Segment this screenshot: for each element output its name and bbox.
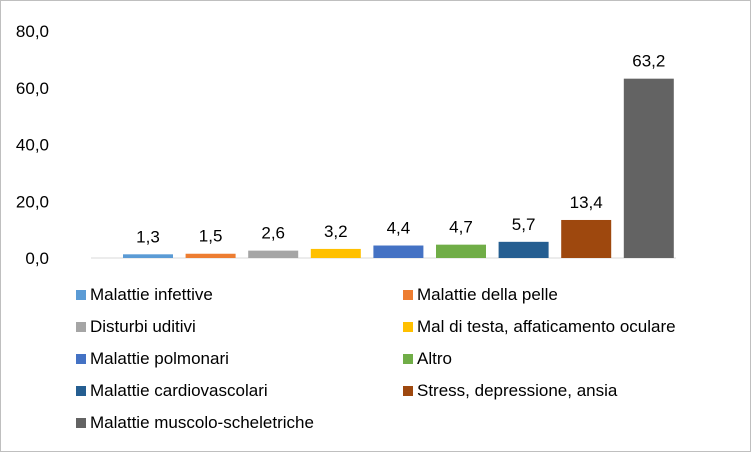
data-label: 2,6 [261,224,285,243]
legend-label: Mal di testa, affaticamento oculare [417,317,676,336]
legend-swatch [76,418,86,428]
legend-label: Malattie polmonari [90,349,229,368]
bar [248,250,299,258]
data-label: 4,7 [449,218,473,237]
legend-label: Malattie cardiovascolari [90,381,268,400]
data-label: 1,5 [199,227,223,246]
legend-label: Altro [417,349,452,368]
data-label: 13,4 [570,193,603,212]
legend-swatch [76,354,86,364]
bar [123,254,173,258]
legend-label: Disturbi uditivi [90,317,196,336]
bar [310,248,361,258]
y-tick-label: 40,0 [16,136,49,155]
bar [623,78,674,258]
legend-swatch [403,354,413,364]
legend-label: Malattie infettive [90,285,213,304]
legend-swatch [76,322,86,332]
bar [436,244,486,258]
bar [561,219,612,258]
data-label: 3,2 [324,222,348,241]
legend-swatch [403,322,413,332]
y-tick-label: 20,0 [16,192,49,211]
data-label: 5,7 [512,215,536,234]
data-label: 1,3 [136,227,160,246]
legend-label: Malattie muscolo-scheletriche [90,413,314,432]
bar [498,241,549,258]
legend-label: Stress, depressione, ansia [417,381,618,400]
data-label: 63,2 [632,52,665,71]
y-tick-label: 0,0 [25,249,49,268]
legend-swatch [76,290,86,300]
legend-label: Malattie della pelle [417,285,558,304]
bar [373,245,424,258]
y-tick-label: 60,0 [16,79,49,98]
y-tick-label: 80,0 [16,22,49,41]
legend-swatch [403,290,413,300]
bar [185,253,236,258]
legend-swatch [403,386,413,396]
data-label: 4,4 [387,219,411,238]
legend-swatch [76,386,86,396]
